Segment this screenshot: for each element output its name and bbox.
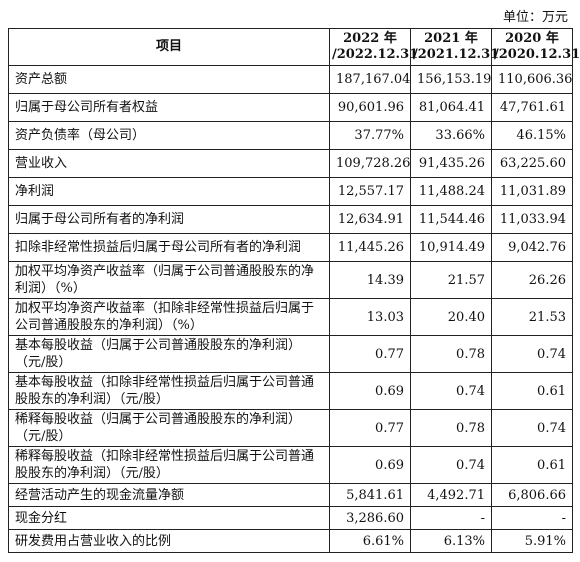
cell-value: 90,601.96 <box>329 93 411 122</box>
cell-value: 5.91% <box>491 529 573 553</box>
table-row: 现金分红 3,286.60 - - <box>8 506 573 530</box>
cell-value: 91,435.26 <box>410 149 492 178</box>
cell-value: 81,064.41 <box>410 93 492 122</box>
row-label: 归属于母公司所有者的净利润 <box>8 205 330 234</box>
cell-value: 11,544.46 <box>410 205 492 234</box>
cell-value: 0.74 <box>491 335 573 373</box>
cell-value: 20.40 <box>410 298 492 336</box>
column-header-year: 2020 年 <box>505 31 559 46</box>
row-label: 研发费用占营业收入的比例 <box>8 529 330 553</box>
column-header-2021: 2021 年 /2021.12.31 <box>410 28 500 66</box>
cell-value: 4,492.71 <box>410 483 492 507</box>
cell-value: 10,914.49 <box>410 233 492 262</box>
table-row: 资产总额 187,167.04 156,153.19 110,606.36 <box>8 65 573 94</box>
cell-value: 6,806.66 <box>491 483 573 507</box>
cell-value: 0.74 <box>410 446 492 484</box>
table-row: 加权平均净资产收益率（扣除非经常性损益后归属于公司普通股股东的净利润）（%） 1… <box>8 298 573 336</box>
cell-value: 26.26 <box>491 261 573 299</box>
column-header-date: /2022.12.31 <box>332 47 419 62</box>
column-header-year: 2021 年 <box>424 31 478 46</box>
row-label: 基本每股收益（归属于公司普通股股东的净利润）（元/股） <box>8 335 330 373</box>
financial-data-table: 项目 2022 年 /2022.12.31 2021 年 /2021.12.31… <box>8 28 580 553</box>
row-label: 资产负债率（母公司） <box>8 121 330 150</box>
row-label: 加权平均净资产收益率（归属于公司普通股股东的净利润）（%） <box>8 261 330 299</box>
table-row: 归属于母公司所有者权益 90,601.96 81,064.41 47,761.6… <box>8 93 573 122</box>
row-label: 经营活动产生的现金流量净额 <box>8 483 330 507</box>
cell-value: 14.39 <box>329 261 411 299</box>
row-label: 稀释每股收益（归属于公司普通股股东的净利润）（元/股） <box>8 409 330 447</box>
cell-value: 5,841.61 <box>329 483 411 507</box>
cell-value: - <box>410 506 492 530</box>
cell-value: 33.66% <box>410 121 492 150</box>
cell-value: 13.03 <box>329 298 411 336</box>
table-row: 稀释每股收益（归属于公司普通股股东的净利润）（元/股） 0.77 0.78 0.… <box>8 409 573 447</box>
table-row: 资产负债率（母公司） 37.77% 33.66% 46.15% <box>8 121 573 150</box>
row-label: 扣除非经常性损益后归属于母公司所有者的净利润 <box>8 233 330 262</box>
cell-value: 9,042.76 <box>491 233 573 262</box>
cell-value: 0.77 <box>329 335 411 373</box>
unit-label: 单位：万元 <box>502 10 568 25</box>
table-row: 净利润 12,557.17 11,488.24 11,031.89 <box>8 177 573 206</box>
cell-value: 156,153.19 <box>410 65 492 94</box>
cell-value: 0.69 <box>329 372 411 410</box>
cell-value: 0.74 <box>410 372 492 410</box>
table-row: 基本每股收益（归属于公司普通股股东的净利润）（元/股） 0.77 0.78 0.… <box>8 335 573 373</box>
table-row: 归属于母公司所有者的净利润 12,634.91 11,544.46 11,033… <box>8 205 573 234</box>
table-row: 扣除非经常性损益后归属于母公司所有者的净利润 11,445.26 10,914.… <box>8 233 573 262</box>
column-header-2022: 2022 年 /2022.12.31 <box>329 28 419 66</box>
cell-value: 11,445.26 <box>329 233 411 262</box>
row-label: 现金分红 <box>8 506 330 530</box>
cell-value: 37.77% <box>329 121 411 150</box>
column-header-2020: 2020 年 /2020.12.31 <box>491 28 580 66</box>
cell-value: 0.78 <box>410 335 492 373</box>
cell-value: 0.69 <box>329 446 411 484</box>
cell-value: 6.61% <box>329 529 411 553</box>
cell-value: 12,557.17 <box>329 177 411 206</box>
column-header-year: 2022 年 <box>343 31 397 46</box>
cell-value: 0.61 <box>491 372 573 410</box>
cell-value: 11,033.94 <box>491 205 573 234</box>
cell-value: 187,167.04 <box>329 65 411 94</box>
table-row: 营业收入 109,728.26 91,435.26 63,225.60 <box>8 149 573 178</box>
row-label: 资产总额 <box>8 65 330 94</box>
cell-value: 12,634.91 <box>329 205 411 234</box>
cell-value: 109,728.26 <box>329 149 411 178</box>
row-label: 基本每股收益（扣除非经常性损益后归属于公司普通股股东的净利润）（元/股） <box>8 372 330 410</box>
cell-value: 0.78 <box>410 409 492 447</box>
column-header-date: /2021.12.31 <box>413 47 500 62</box>
table-row: 经营活动产生的现金流量净额 5,841.61 4,492.71 6,806.66 <box>8 483 573 507</box>
row-label: 净利润 <box>8 177 330 206</box>
table-row: 基本每股收益（扣除非经常性损益后归属于公司普通股股东的净利润）（元/股） 0.6… <box>8 372 573 410</box>
row-label: 归属于母公司所有者权益 <box>8 93 330 122</box>
cell-value: 3,286.60 <box>329 506 411 530</box>
table-header-row: 项目 2022 年 /2022.12.31 2021 年 /2021.12.31… <box>8 28 580 66</box>
column-header-item: 项目 <box>8 28 330 66</box>
cell-value: 11,488.24 <box>410 177 492 206</box>
table-row: 加权平均净资产收益率（归属于公司普通股股东的净利润）（%） 14.39 21.5… <box>8 261 573 299</box>
cell-value: 110,606.36 <box>491 65 573 94</box>
row-label: 稀释每股收益（扣除非经常性损益后归属于公司普通股股东的净利润）（元/股） <box>8 446 330 484</box>
cell-value: 46.15% <box>491 121 573 150</box>
cell-value: 6.13% <box>410 529 492 553</box>
column-header-date: /2020.12.31 <box>494 47 580 62</box>
cell-value: 21.53 <box>491 298 573 336</box>
cell-value: 63,225.60 <box>491 149 573 178</box>
cell-value: 0.74 <box>491 409 573 447</box>
table-row: 研发费用占营业收入的比例 6.61% 6.13% 5.91% <box>8 529 573 553</box>
cell-value: 11,031.89 <box>491 177 573 206</box>
table-row: 稀释每股收益（扣除非经常性损益后归属于公司普通股股东的净利润）（元/股） 0.6… <box>8 446 573 484</box>
row-label: 加权平均净资产收益率（扣除非经常性损益后归属于公司普通股股东的净利润）（%） <box>8 298 330 336</box>
cell-value: - <box>491 506 573 530</box>
row-label: 营业收入 <box>8 149 330 178</box>
cell-value: 0.77 <box>329 409 411 447</box>
cell-value: 0.61 <box>491 446 573 484</box>
cell-value: 47,761.61 <box>491 93 573 122</box>
cell-value: 21.57 <box>410 261 492 299</box>
